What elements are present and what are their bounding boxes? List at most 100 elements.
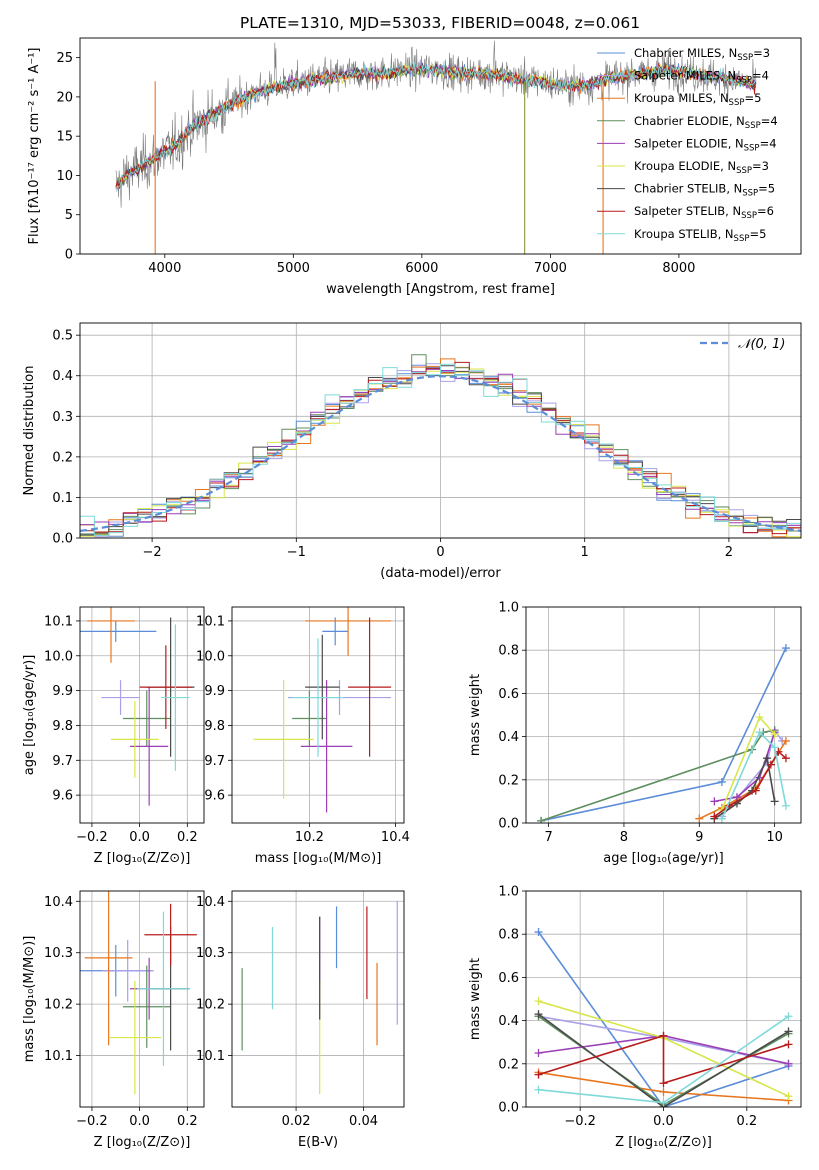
age-vs-massweight-point-marker: [537, 816, 546, 823]
z-vs-mass-ytick-label: 10.4: [44, 895, 73, 910]
z-vs-massweight-point-marker: [534, 928, 543, 937]
age-vs-massweight-lines: [537, 644, 790, 823]
ebv-vs-mass-ytick-label: 10.4: [196, 895, 225, 910]
age-vs-massweight-xtick-label: 8: [620, 830, 628, 845]
age-vs-massweight-point-marker: [710, 797, 719, 806]
z-vs-mass-xlabel: Z [log₁₀(Z/Z⊙)]: [94, 1135, 191, 1150]
z-vs-mass-ytick-label: 10.2: [44, 998, 73, 1013]
legend-subscript: SSP: [729, 98, 745, 108]
age-vs-massweight-point-marker: [781, 754, 790, 763]
legend-value: =4: [752, 69, 769, 83]
age-vs-massweight-point-marker: [763, 754, 772, 763]
residuals-ytick-label: 0.5: [52, 329, 73, 344]
residual-histograms: [80, 354, 801, 538]
mass-vs-age-frame: [231, 606, 405, 824]
age-vs-massweight-xlabel: age [log₁₀(age/yr)]: [603, 851, 724, 866]
spectrum-legend-label: Salpeter ELODIE, NSSP=4: [634, 136, 777, 153]
z-vs-age-xtick-label: 0.2: [177, 830, 198, 845]
z-vs-age-xtick-label: −0.2: [76, 830, 108, 845]
z-vs-massweight-point-marker: [659, 1098, 668, 1107]
mass-vs-age-xtick-label: 10.2: [295, 830, 324, 845]
residuals-ytick-label: 0.2: [52, 450, 73, 465]
age-vs-massweight-series-line: [721, 730, 787, 820]
spectrum-ytick-label: 20: [56, 90, 73, 105]
legend-value: =5: [749, 227, 766, 241]
age-vs-massweight-point-marker: [717, 777, 726, 786]
spectrum-legend-label: Salpeter MILES, NSSP=4: [634, 69, 769, 86]
z-vs-age-ytick-label: 9.7: [52, 754, 73, 769]
z-vs-massweight-point-marker: [534, 1010, 543, 1019]
z-vs-mass-xtick-label: 0.0: [129, 1114, 150, 1129]
z-vs-massweight-point-marker: [534, 1049, 543, 1057]
z-vs-age-ytick-label: 10.0: [44, 649, 73, 664]
z-vs-massweight-ytick-label: 0.4: [498, 1014, 519, 1029]
residuals-ytick-label: 0.0: [52, 532, 73, 547]
z-vs-massweight-xlabel: Z [log₁₀(Z/Z⊙)]: [615, 1135, 712, 1150]
z-vs-age-ytick-label: 9.6: [52, 789, 73, 804]
legend-value: =3: [753, 46, 770, 60]
z-vs-mass-frame: [79, 890, 205, 1108]
z-vs-massweight-point-marker: [784, 1059, 793, 1068]
z-vs-mass-errorbars: [80, 891, 197, 1095]
z-vs-massweight-ytick-label: 0.2: [498, 1057, 519, 1072]
z-vs-age-ytick-label: 9.8: [52, 719, 73, 734]
legend-subscript: SSP: [736, 76, 752, 86]
age-vs-massweight-ylabel: mass weight: [468, 674, 483, 756]
z-vs-age-xtick-label: 0.0: [129, 830, 150, 845]
age-vs-massweight-series-line: [540, 729, 775, 822]
z-vs-age-ytick-label: 9.9: [52, 684, 73, 699]
mass-vs-age-ytick-label: 9.8: [204, 719, 225, 734]
spectrum-model-line: [115, 61, 756, 192]
age-vs-massweight-point-marker: [710, 812, 719, 821]
spectrum-xtick-label: 8000: [662, 261, 695, 276]
legend-value: =5: [744, 91, 761, 105]
z-vs-massweight-point-marker: [534, 1070, 543, 1079]
age-vs-massweight-frame: [525, 606, 802, 824]
mass-vs-age-ytick-label: 10.1: [196, 614, 225, 629]
spectrum-xlabel: wavelength [Angstrom, rest frame]: [326, 282, 555, 297]
spectrum-xtick-label: 7000: [534, 261, 567, 276]
mass-vs-age-ytick-label: 9.9: [204, 684, 225, 699]
age-vs-massweight-point-marker: [781, 736, 790, 745]
legend-subscript: SSP: [741, 211, 757, 221]
legend-subscript: SSP: [736, 166, 752, 176]
z-vs-massweight-ytick-label: 0.6: [498, 971, 519, 986]
age-vs-massweight-point-marker: [695, 814, 704, 823]
z-vs-massweight-lines: [534, 928, 793, 1107]
z-vs-age-frame: [79, 606, 205, 824]
residual-histogram-step: [80, 358, 801, 538]
legend-value: =4: [760, 136, 777, 150]
spectrum-ytick-label: 10: [56, 169, 73, 184]
residuals-ytick-label: 0.1: [52, 491, 73, 506]
age-vs-massweight-ytick-label: 0.4: [498, 730, 519, 745]
age-vs-massweight-point-marker: [781, 801, 790, 810]
z-vs-massweight-point-marker: [784, 1027, 793, 1036]
age-vs-massweight-point-marker: [781, 644, 790, 653]
residuals-xtick-label: −2: [143, 545, 162, 560]
z-vs-massweight-ytick-label: 1.0: [498, 885, 519, 900]
z-vs-age-errorbars: [80, 607, 195, 806]
mass-vs-age-ytick-label: 9.6: [204, 789, 225, 804]
age-vs-massweight-ytick-label: 0.6: [498, 687, 519, 702]
z-vs-age-ytick-label: 10.1: [44, 614, 73, 629]
age-vs-massweight-series-line: [721, 728, 783, 818]
spectrum-lines: [115, 40, 757, 254]
z-vs-age-ylabel: age [log₁₀(age/yr)]: [22, 655, 37, 776]
ebv-vs-mass-ytick-label: 10.2: [196, 998, 225, 1013]
z-vs-massweight-series-line: [537, 931, 789, 1107]
z-vs-massweight-ylabel: mass weight: [468, 958, 483, 1040]
residuals-legend-label: 𝒩(0, 1): [738, 337, 785, 352]
residuals-xtick-label: 0: [436, 545, 444, 560]
spectrum-ytick-label: 25: [56, 51, 73, 66]
z-vs-massweight-xtick-label: 0.2: [736, 1114, 757, 1129]
residuals-xtick-label: 2: [725, 545, 733, 560]
mass-vs-age-errorbars: [253, 607, 392, 813]
residuals-xtick-label: 1: [581, 545, 589, 560]
z-vs-mass-ytick-label: 10.1: [44, 1049, 73, 1064]
age-vs-massweight-point-marker: [770, 797, 779, 806]
legend-subscript: SSP: [742, 189, 758, 199]
residuals-ytick-label: 0.3: [52, 410, 73, 425]
age-vs-massweight-point-marker: [751, 786, 760, 795]
age-vs-massweight-point-marker: [766, 760, 775, 769]
